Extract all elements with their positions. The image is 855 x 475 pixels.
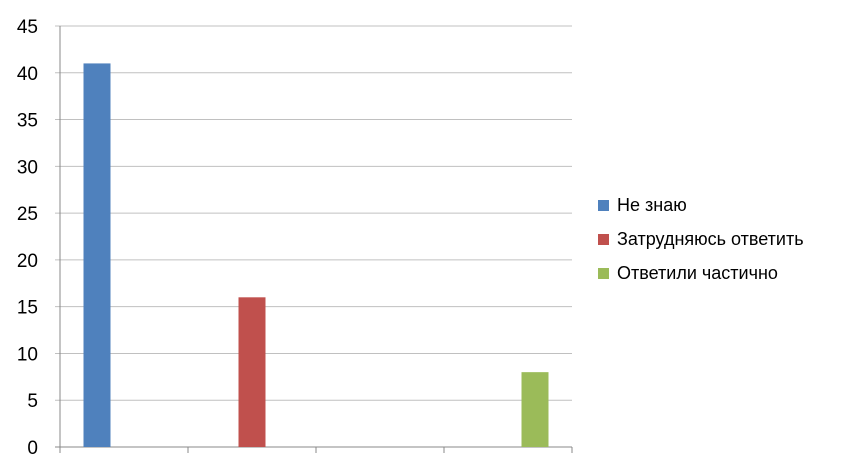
legend-swatch-2 (598, 267, 609, 279)
y-tick-label: 30 (17, 157, 38, 178)
legend-label-2: Ответили частично (617, 262, 778, 283)
y-tick-label: 0 (27, 438, 38, 459)
y-tick-label: 35 (17, 111, 38, 132)
legend-swatch-0 (598, 199, 609, 211)
legend-item-0: Не знаю (598, 188, 804, 222)
y-tick-label: 25 (17, 204, 38, 225)
y-tick-label: 20 (17, 251, 38, 272)
bar-0-0 (83, 63, 111, 448)
y-tick-label: 40 (17, 64, 38, 85)
y-tick-label: 45 (17, 17, 38, 38)
legend: Не знаю Затрудняюсь ответить Ответили ча… (598, 188, 804, 290)
bar-2-3 (521, 372, 549, 447)
legend-item-2: Ответили частично (598, 256, 804, 290)
legend-swatch-1 (598, 233, 609, 245)
legend-label-0: Не знаю (617, 194, 687, 215)
y-tick-label: 10 (17, 344, 38, 365)
y-tick-label: 15 (17, 298, 38, 319)
legend-item-1: Затрудняюсь ответить (598, 222, 804, 256)
y-tick-label: 5 (27, 391, 38, 412)
legend-label-1: Затрудняюсь ответить (617, 228, 804, 249)
bar-1-1 (238, 297, 266, 447)
